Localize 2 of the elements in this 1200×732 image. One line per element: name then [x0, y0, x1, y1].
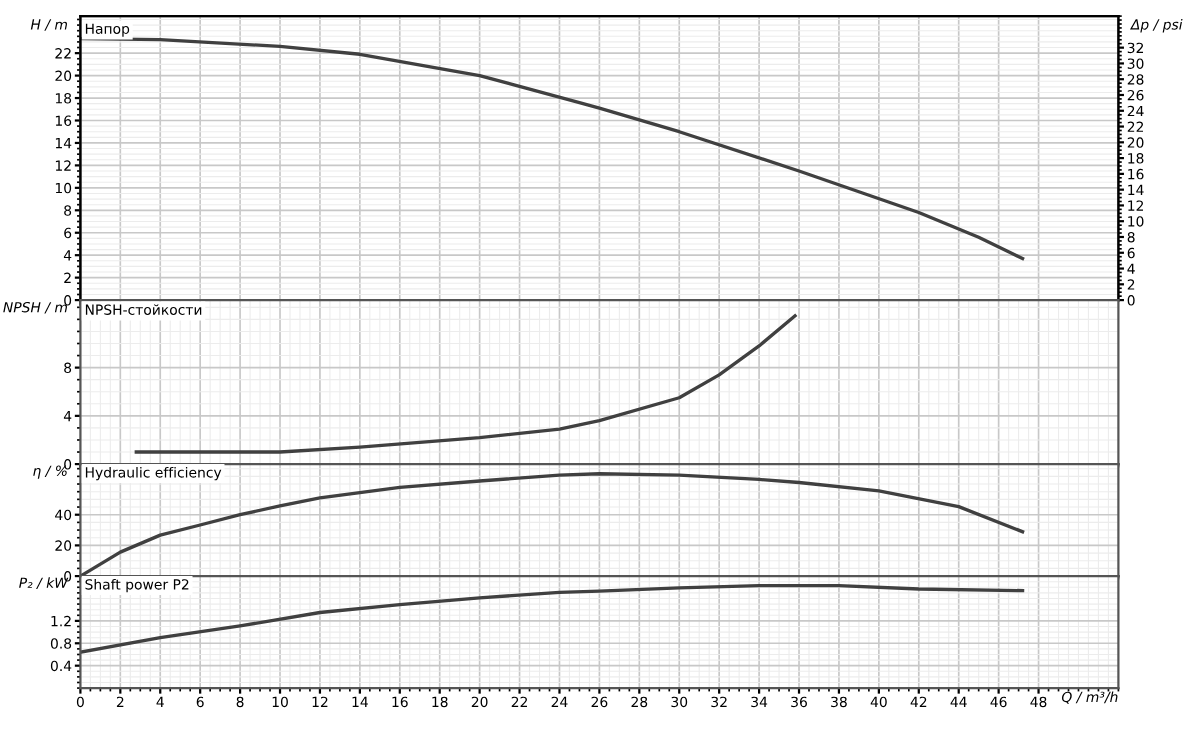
line-series	[80, 583, 1025, 654]
line-series	[134, 314, 797, 454]
